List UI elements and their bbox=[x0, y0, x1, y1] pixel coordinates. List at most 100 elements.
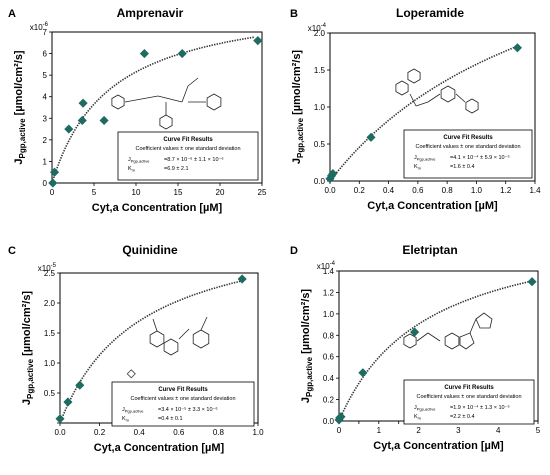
y-tick-label: 1.4 bbox=[323, 267, 335, 276]
x-axis-label: Cyt,a Concentration [µM] bbox=[92, 202, 223, 214]
fit-km-label-subscript: m bbox=[418, 166, 422, 171]
chart-title: Eletriptan bbox=[402, 243, 457, 257]
panel-letter: D bbox=[290, 245, 298, 257]
x-tick-label: 0.8 bbox=[442, 186, 454, 195]
bond-line bbox=[427, 93, 441, 103]
data-point bbox=[99, 115, 109, 126]
y-axis-label-subscript: Pgp,active bbox=[26, 358, 35, 399]
fit-results-subtitle: Coefficient values ± one standard deviat… bbox=[415, 144, 520, 150]
y-tick-label: 0.5 bbox=[44, 389, 56, 398]
x-tick-label: 0 bbox=[50, 188, 55, 197]
fit-km-value: =0.4 ± 0.1 bbox=[158, 416, 183, 422]
data-point bbox=[49, 167, 60, 177]
bond-line bbox=[124, 95, 159, 103]
x-tick-label: 15 bbox=[174, 188, 183, 197]
y-tick-label: 0.0 bbox=[314, 177, 326, 186]
y-axis-multiplier: x10-5 bbox=[38, 263, 57, 273]
fit-km-value: =1.6 ± 0.4 bbox=[450, 164, 475, 170]
y-tick-label: 0.5 bbox=[314, 140, 326, 149]
x-tick-label: 10 bbox=[132, 188, 141, 197]
x-tick-label: 0.2 bbox=[94, 428, 106, 437]
y-axis-label-units: [µmol/cm²/s] bbox=[291, 50, 303, 118]
y-tick-label: 1.0 bbox=[44, 359, 56, 368]
x-tick-label: 1.0 bbox=[252, 428, 264, 437]
x-tick-label: 20 bbox=[216, 188, 225, 197]
y-axis-multiplier: x10-4 bbox=[317, 261, 336, 271]
ring-indole-pyrrole bbox=[459, 332, 475, 350]
data-point bbox=[139, 49, 149, 59]
data-point bbox=[336, 412, 346, 422]
bond-line bbox=[181, 85, 189, 103]
bond-line bbox=[157, 95, 183, 103]
y-axis-label-subscript: Pgp,active bbox=[18, 118, 27, 159]
fit-results-title: Curve Fit Results bbox=[158, 387, 208, 393]
fit-km-label: Km bbox=[122, 416, 130, 423]
y-tick-label: 0.2 bbox=[323, 396, 335, 405]
ring-quinoline-1 bbox=[149, 330, 165, 348]
fit-results-title: Curve Fit Results bbox=[163, 137, 213, 143]
fit-results-title: Curve Fit Results bbox=[444, 385, 494, 391]
fit-results-box bbox=[403, 379, 535, 425]
y-axis-label-symbol: J bbox=[300, 397, 312, 403]
y-tick-label: 0 bbox=[43, 179, 48, 188]
y-tick-label: 7 bbox=[43, 28, 48, 37]
y-tick-label: 5 bbox=[43, 71, 48, 80]
y-tick-label: 0.6 bbox=[323, 353, 335, 362]
y-tick-label: 3 bbox=[43, 114, 48, 123]
fit-results-subtitle: Coefficient values ± one standard deviat… bbox=[130, 396, 235, 402]
data-point bbox=[527, 277, 537, 287]
x-tick-label: 3 bbox=[456, 426, 461, 435]
x-axis-label: Cyt,a Concentration [µM] bbox=[367, 200, 498, 212]
ring-left bbox=[111, 94, 125, 110]
fit-km-value: =6.9 ± 2.1 bbox=[164, 166, 189, 172]
chart-panel-c: C Quinidine 0.0 0.2 0.4 0.6 0.8 1.0 0.5 1.0 1.5 2.0… bbox=[8, 243, 264, 454]
x-tick-label: 0.4 bbox=[134, 428, 146, 437]
y-tick-label: 1 bbox=[43, 157, 48, 166]
ring-phenyl-2 bbox=[407, 68, 421, 84]
fit-km-label-subscript: m bbox=[132, 168, 136, 173]
bond-line bbox=[415, 101, 429, 107]
x-tick-label: 5 bbox=[536, 426, 541, 435]
ring-aniline bbox=[206, 93, 222, 111]
ring-phenyl-1 bbox=[395, 80, 409, 96]
fit-vmax-label-subscript: Pgp,active bbox=[131, 159, 150, 164]
y-axis-exponent: -5 bbox=[51, 263, 57, 269]
data-point bbox=[328, 169, 338, 179]
y-axis-label-units: [µmol/cm²/s] bbox=[300, 289, 312, 357]
bond-line bbox=[469, 318, 477, 334]
y-axis-label: JPgp,active [µmol/cm²/s] bbox=[21, 291, 35, 406]
data-point bbox=[75, 380, 85, 390]
ring-piperidine bbox=[440, 85, 456, 103]
ring-quinoline-2 bbox=[163, 338, 179, 356]
fit-results-box bbox=[403, 129, 533, 179]
ring-chlorophenyl bbox=[465, 98, 479, 114]
data-point bbox=[237, 274, 247, 284]
chart-title: Loperamide bbox=[396, 6, 464, 20]
x-tick-label: 0.6 bbox=[412, 186, 424, 195]
panel-letter: C bbox=[8, 245, 16, 257]
chart-panel-d: D Eletriptan 0 1 2 3 4 5 0.0 0.2 0.4 0.6 0.8 1.0 1.2 1.… bbox=[290, 243, 541, 452]
x-tick-label: 0.0 bbox=[324, 186, 336, 195]
x-tick-label: 0.2 bbox=[354, 186, 366, 195]
fit-vmax-label: JPgp,active bbox=[122, 407, 144, 414]
fit-km-label-subscript: m bbox=[126, 418, 130, 423]
fit-vmax-label-subscript: Pgp,active bbox=[417, 407, 436, 412]
y-tick-label: 0.4 bbox=[323, 374, 335, 383]
y-axis-label-units: [µmol/cm²/s] bbox=[21, 291, 33, 359]
y-axis-multiplier: x10-6 bbox=[30, 22, 49, 32]
x-tick-label: 4 bbox=[496, 426, 501, 435]
fit-km-label: Km bbox=[414, 164, 422, 171]
panel-letter: A bbox=[8, 8, 16, 20]
quinidine-structure bbox=[149, 316, 210, 356]
fit-results-title: Curve Fit Results bbox=[443, 135, 493, 141]
y-tick-label: 0.0 bbox=[323, 417, 335, 426]
data-point bbox=[177, 49, 187, 59]
y-tick-label: 1.0 bbox=[323, 310, 335, 319]
bond-line bbox=[200, 316, 208, 331]
y-axis-label-subscript: Pgp,active bbox=[305, 356, 314, 397]
y-axis-multiplier: x10-4 bbox=[308, 23, 327, 33]
fit-vmax-label-subscript: Pgp,active bbox=[417, 157, 436, 162]
y-tick-label: 1.0 bbox=[314, 103, 326, 112]
bond-line bbox=[416, 332, 429, 342]
fit-km-label-subscript: m bbox=[418, 416, 422, 421]
